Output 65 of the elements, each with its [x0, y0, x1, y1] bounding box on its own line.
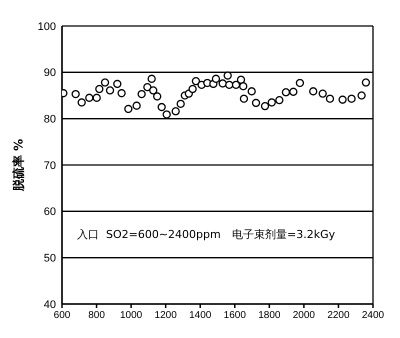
point [338, 96, 347, 104]
point [240, 94, 248, 103]
point [224, 71, 232, 80]
x-tick-label: 2400 [362, 310, 385, 322]
point [192, 76, 200, 86]
point [252, 98, 260, 108]
y-tick-label: 60 [44, 206, 56, 218]
point [106, 86, 114, 95]
point [239, 82, 248, 90]
y-axis-title: 脱硫率 % [11, 138, 26, 192]
point [218, 79, 227, 88]
x-tick-label: 1000 [120, 310, 143, 322]
point [172, 107, 180, 116]
point [138, 90, 146, 98]
point [148, 74, 156, 83]
point [326, 94, 334, 103]
point [212, 74, 220, 83]
point [362, 78, 370, 87]
point [309, 87, 318, 96]
point [117, 89, 126, 98]
point [78, 98, 86, 107]
point [347, 94, 356, 103]
point [132, 102, 141, 110]
point [296, 78, 304, 88]
x-tick-label: 1400 [189, 310, 212, 322]
point [188, 84, 197, 94]
x-tick-label: 600 [54, 310, 71, 322]
point [357, 91, 366, 100]
x-tick-label: 2200 [327, 310, 350, 322]
point [149, 86, 158, 95]
point [113, 80, 122, 88]
point [260, 102, 270, 110]
point [318, 89, 327, 98]
point [232, 80, 240, 89]
point [95, 84, 104, 94]
point [176, 100, 185, 108]
point [72, 90, 80, 98]
y-tick-label: 80 [44, 114, 56, 126]
point [289, 88, 298, 96]
x-tick-label: 1800 [258, 310, 281, 322]
y-tick-label: 90 [44, 67, 56, 80]
point [85, 94, 94, 102]
point [158, 102, 166, 112]
point [268, 98, 276, 107]
point [225, 80, 234, 89]
x-tick-label: 800 [88, 310, 106, 322]
y-tick-label: 50 [44, 252, 56, 265]
point [162, 110, 171, 119]
y-tick-label: 70 [44, 160, 56, 172]
x-tick-label: 1200 [154, 310, 178, 322]
x-tick-label: 1600 [224, 310, 246, 322]
point [143, 83, 152, 92]
y-tick-label: 100 [38, 20, 56, 33]
point [92, 94, 101, 102]
point [275, 96, 284, 104]
point [236, 76, 246, 84]
annotation: 入口 SO2=600~2400ppm [77, 226, 221, 242]
point [153, 92, 162, 101]
point [100, 78, 110, 87]
annotation: 电子束剂量=3.2kGy [232, 226, 336, 242]
y-tick-label: 40 [44, 298, 56, 311]
point [124, 104, 132, 114]
point [248, 87, 256, 96]
x-tick-label: 2000 [292, 310, 316, 322]
point [282, 88, 290, 96]
